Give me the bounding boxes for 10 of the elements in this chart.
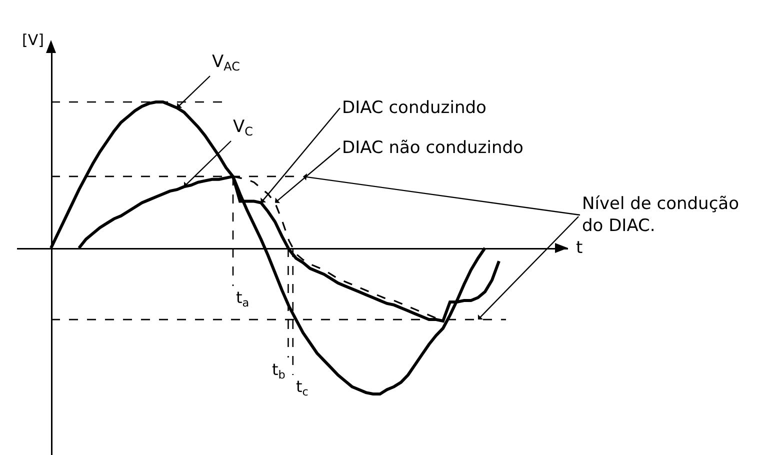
annotation: t$_{a}$ (236, 288, 250, 310)
annotation: t$_{b}$ (272, 360, 286, 382)
text: DIAC conduzindo (342, 98, 486, 118)
y-axis-title: [V] (22, 31, 44, 49)
text: V$_{C}$ (233, 117, 253, 139)
ref-line-label: Nível de condução do DIAC. (582, 194, 739, 236)
text: DIAC não conduzindo (342, 138, 524, 158)
text: V$_{AC}$ (212, 52, 240, 74)
x-axis-title: t (576, 238, 583, 258)
annotation: t$_{c}$ (296, 377, 308, 398)
